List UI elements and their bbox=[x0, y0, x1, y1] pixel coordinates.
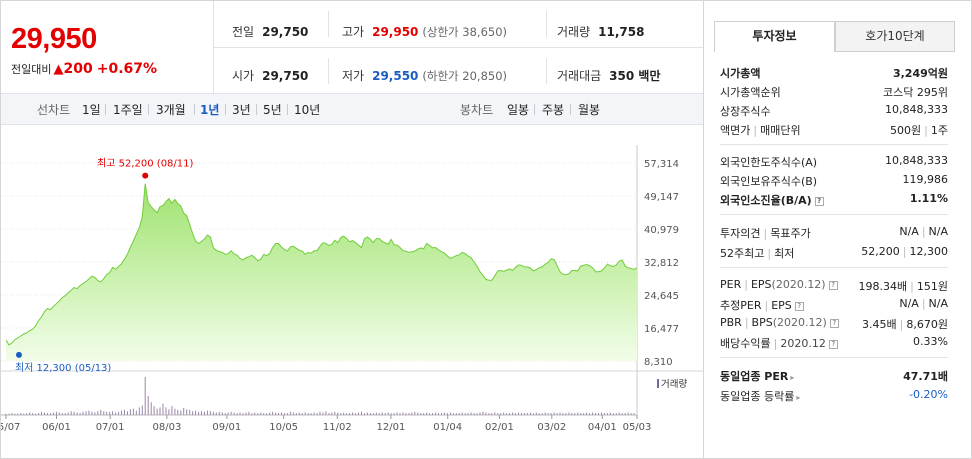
tab-divider bbox=[570, 104, 571, 115]
x-tick-label: 08/03 bbox=[152, 422, 181, 433]
change-amount: 200 bbox=[63, 61, 93, 77]
x-tick-label: 07/01 bbox=[96, 422, 125, 433]
tab-divider bbox=[194, 104, 195, 115]
price-chart: 57,314 49,147 40,979 32,812 24,645 16,477 8,31… bbox=[1, 145, 703, 433]
candle-chart-label: 봉차트 bbox=[460, 103, 494, 117]
x-tick-label: 09/01 bbox=[212, 422, 241, 433]
section-divider bbox=[720, 357, 948, 358]
x-tick-label: 11/02 bbox=[323, 422, 352, 433]
y-tick-label: 16,477 bbox=[644, 324, 679, 335]
help-icon[interactable]: ? bbox=[828, 281, 838, 290]
invest-info-panel: 투자정보 호가10단계 시가총액 3,249억원 시가총액순위 코스닥 295위… bbox=[703, 0, 972, 459]
stock-summary-panel: 29,950 전일대비 ▲200 +0.67% 전일 29,750 고가 29,950(… bbox=[0, 0, 704, 459]
chevron-right-icon[interactable]: ▸ bbox=[790, 373, 795, 382]
section-divider bbox=[720, 214, 948, 215]
summary-divider bbox=[214, 47, 704, 48]
help-icon[interactable]: ? bbox=[814, 197, 824, 206]
current-price: 29,950 bbox=[11, 23, 97, 55]
open-price: 시가 29,750 bbox=[232, 69, 309, 83]
help-icon[interactable]: ? bbox=[794, 302, 804, 311]
chevron-right-icon[interactable]: ▸ bbox=[796, 393, 801, 402]
tab-divider bbox=[534, 104, 535, 115]
help-icon[interactable]: ? bbox=[828, 340, 838, 349]
tab-divider bbox=[148, 104, 149, 115]
tab-invest-info[interactable]: 투자정보 bbox=[714, 21, 835, 52]
tab-divider bbox=[105, 104, 106, 115]
trade-amount: 거래대금 350 백만 bbox=[557, 69, 661, 83]
tab-3m[interactable]: 3개월 bbox=[156, 103, 186, 117]
x-tick-label: 06/01 bbox=[42, 422, 71, 433]
high-price: 고가 29,950 (상한가 38,650) bbox=[342, 25, 508, 39]
prev-close: 전일 29,750 bbox=[232, 25, 309, 39]
y-tick-label: 49,147 bbox=[644, 192, 679, 203]
volume-legend-swatch bbox=[657, 379, 659, 388]
divider bbox=[546, 58, 547, 84]
y-tick-label: 24,645 bbox=[644, 291, 679, 302]
line-chart-label: 선차트 bbox=[37, 103, 71, 117]
up-arrow-icon: ▲ bbox=[53, 62, 64, 77]
tab-5y[interactable]: 5년 bbox=[263, 103, 282, 117]
tab-3y[interactable]: 3년 bbox=[232, 103, 251, 117]
x-tick-label: 05/03 bbox=[623, 422, 652, 433]
divider bbox=[328, 58, 329, 84]
high-label: 최고 52,200 (08/11) bbox=[97, 158, 193, 170]
divider bbox=[546, 11, 547, 37]
low-price: 저가 29,550 (하한가 20,850) bbox=[342, 69, 508, 83]
x-tick-label: 02/01 bbox=[485, 422, 514, 433]
tab-order-book[interactable]: 호가10단계 bbox=[835, 21, 955, 52]
section-divider bbox=[720, 267, 948, 268]
change-percent: +0.67% bbox=[96, 61, 158, 77]
volume: 거래량 11,758 bbox=[557, 25, 645, 39]
x-tick-label: 03/02 bbox=[537, 422, 566, 433]
x-tick-label: 01/04 bbox=[433, 422, 462, 433]
tab-monthly[interactable]: 월봉 bbox=[578, 103, 601, 117]
tab-divider bbox=[287, 104, 288, 115]
period-tabs: 선차트 1일 1주일 3개월 1년 3년 5년 10년 봉차트 일봉 주봉 월봉 bbox=[1, 93, 704, 125]
x-tick-label: 10/05 bbox=[269, 422, 298, 433]
x-tick-label: 12/01 bbox=[376, 422, 405, 433]
y-tick-label: 32,812 bbox=[644, 258, 679, 269]
tab-daily[interactable]: 일봉 bbox=[507, 103, 530, 117]
tab-10y[interactable]: 10년 bbox=[294, 103, 321, 117]
y-tick-label: 57,314 bbox=[644, 159, 679, 170]
tab-divider bbox=[256, 104, 257, 115]
price-line bbox=[5, 183, 638, 346]
change-row: 전일대비 ▲200 +0.67% bbox=[11, 61, 157, 77]
high-marker bbox=[142, 172, 149, 179]
tab-divider bbox=[225, 104, 226, 115]
tab-1w[interactable]: 1주일 bbox=[113, 103, 143, 117]
divider bbox=[328, 11, 329, 37]
help-icon[interactable]: ? bbox=[829, 319, 839, 328]
x-tick-label: 05/07 bbox=[1, 422, 20, 433]
y-tick-label: 40,979 bbox=[644, 225, 679, 236]
change-label: 전일대비 bbox=[11, 63, 52, 76]
tab-1d[interactable]: 1일 bbox=[82, 103, 101, 117]
volume-legend-label: 거래량 bbox=[661, 378, 687, 390]
tab-weekly[interactable]: 주봉 bbox=[542, 103, 565, 117]
low-label: 최저 12,300 (05/13) bbox=[15, 362, 111, 374]
price-box: 29,950 전일대비 ▲200 +0.67% bbox=[1, 1, 214, 93]
low-marker bbox=[15, 351, 22, 358]
section-divider bbox=[720, 144, 948, 145]
x-tick-label: 04/01 bbox=[588, 422, 617, 433]
y-tick-label: 8,310 bbox=[644, 357, 673, 368]
price-area bbox=[6, 183, 637, 361]
tab-1y[interactable]: 1년 bbox=[200, 103, 220, 117]
tab-underline bbox=[714, 52, 835, 53]
